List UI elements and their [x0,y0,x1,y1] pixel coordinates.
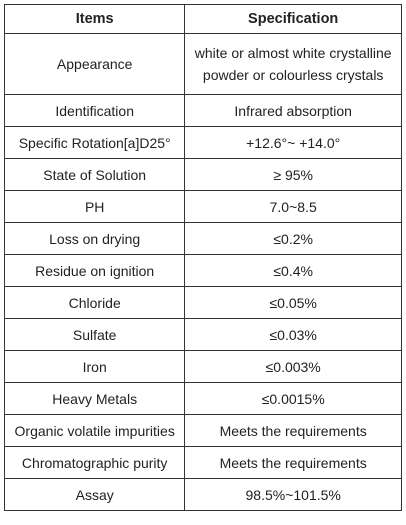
table-row: State of Solution ≥ 95% [3,158,402,191]
table-header-row: Items Specification [3,4,402,34]
spec-cell: Infrared absorption [184,94,402,127]
specification-table: Items Specification Appearance white or … [3,4,402,511]
table-row: Appearance white or almost white crystal… [3,33,402,95]
table-row: Sulfate ≤0.03% [3,318,402,351]
spec-cell: +12.6°~ +14.0° [184,126,402,159]
table-row: Iron ≤0.003% [3,350,402,383]
table-row: Loss on drying ≤0.2% [3,222,402,255]
item-cell: Iron [3,350,186,383]
item-cell: Identification [3,94,186,127]
spec-cell: Meets the requirements [184,446,402,479]
table-row: Heavy Metals ≤0.0015% [3,382,402,415]
header-specification: Specification [184,4,402,34]
item-cell: Loss on drying [3,222,186,255]
item-cell: Assay [3,478,186,511]
spec-cell: white or almost white crystalline powder… [184,33,402,95]
spec-cell: ≤0.2% [184,222,402,255]
item-cell: Chromatographic purity [3,446,186,479]
header-items: Items [3,4,186,34]
spec-cell: ≤0.0015% [184,382,402,415]
item-cell: State of Solution [3,158,186,191]
spec-cell: 98.5%~101.5% [184,478,402,511]
item-cell: Appearance [3,33,186,95]
spec-cell: 7.0~8.5 [184,190,402,223]
item-cell: PH [3,190,186,223]
table-row: PH 7.0~8.5 [3,190,402,223]
table-row: Identification Infrared absorption [3,94,402,127]
item-cell: Chloride [3,286,186,319]
item-cell: Sulfate [3,318,186,351]
table-row: Residue on ignition ≤0.4% [3,254,402,287]
item-cell: Residue on ignition [3,254,186,287]
item-cell: Specific Rotation[a]D25° [3,126,186,159]
table-row: Assay 98.5%~101.5% [3,478,402,511]
spec-cell: Meets the requirements [184,414,402,447]
item-cell: Organic volatile impurities [3,414,186,447]
spec-cell: ≥ 95% [184,158,402,191]
spec-cell: ≤0.003% [184,350,402,383]
table-row: Specific Rotation[a]D25° +12.6°~ +14.0° [3,126,402,159]
table-row: Organic volatile impurities Meets the re… [3,414,402,447]
table-row: Chromatographic purity Meets the require… [3,446,402,479]
spec-table-container: Items Specification Appearance white or … [3,4,402,511]
item-cell: Heavy Metals [3,382,186,415]
spec-cell: ≤0.05% [184,286,402,319]
spec-cell: ≤0.4% [184,254,402,287]
table-row: Chloride ≤0.05% [3,286,402,319]
spec-cell: ≤0.03% [184,318,402,351]
